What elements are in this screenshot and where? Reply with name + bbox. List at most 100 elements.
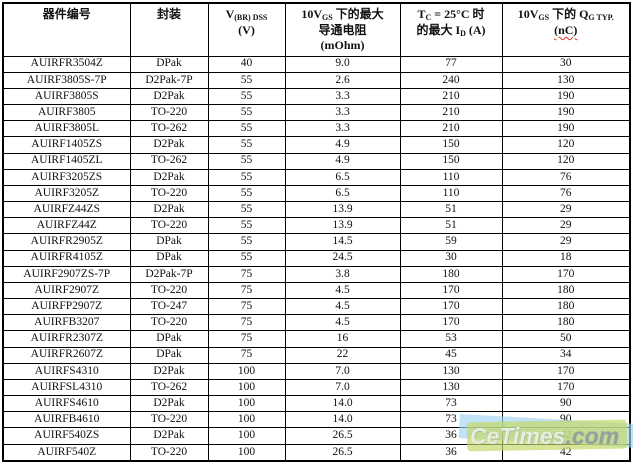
cell: 13.9 (284, 217, 401, 235)
cell: TO-220 (129, 184, 209, 203)
table-row: AUIRFR2307Z DPak 75 16 53 50 (2, 330, 631, 348)
cell: 55 (207, 184, 286, 203)
cell: 4.9 (284, 152, 401, 170)
cell: 55 (207, 71, 286, 89)
cell: D2Pak (129, 87, 209, 106)
cell: 120 (501, 136, 631, 154)
col-header-part-number: 器件编号 (2, 2, 131, 57)
cell: 55 (207, 233, 286, 251)
table-row: AUIRF3805L TO-262 55 3.3 210 190 (2, 120, 631, 138)
cell: AUIRF2907Z (2, 281, 131, 300)
cell: 75 (207, 265, 286, 283)
cell: AUIRF3805S (2, 87, 131, 106)
cell: 53 (399, 330, 503, 348)
cell: AUIRF3205ZS (2, 168, 131, 186)
cell: 170 (399, 281, 503, 300)
header-label-line2: 的最大 ID (A) (416, 23, 486, 38)
cell: 130 (501, 71, 631, 89)
cell: 180 (501, 298, 631, 316)
table-row: AUIRF3805 TO-220 55 3.3 210 190 (2, 104, 631, 122)
cell: 14.0 (284, 411, 401, 429)
header-label: TC = 25°C 时 (417, 7, 485, 22)
cell: 55 (207, 168, 286, 186)
table-row: AUIRFR2607Z DPak 75 22 45 34 (2, 346, 631, 364)
cell: 29 (501, 233, 631, 251)
table-row: AUIRFZ44Z TO-220 55 13.9 51 29 (2, 217, 631, 235)
cell: DPak (129, 233, 209, 251)
cell: AUIRF3805S-7P (2, 71, 131, 89)
cell: 90 (501, 395, 631, 413)
cell: 29 (501, 201, 631, 219)
cell: D2Pak-7P (129, 71, 209, 89)
cell: 55 (207, 217, 286, 235)
cell: TO-220 (129, 281, 209, 300)
cell: 150 (399, 152, 503, 170)
cell: 73 (399, 411, 503, 429)
cell: 73 (399, 395, 503, 413)
header-label-line2: 导通电阻 (318, 23, 367, 37)
header-label: 封装 (156, 7, 181, 21)
cell: 3.3 (284, 87, 401, 106)
cell: 13.9 (284, 201, 401, 219)
cell: 2.6 (284, 71, 401, 89)
cell: 26.5 (284, 443, 401, 462)
cell: AUIRF3805L (2, 120, 131, 138)
cell: AUIRF540Z (2, 443, 131, 462)
table-row: AUIRF2907ZS-7P D2Pak-7P 75 3.8 180 170 (2, 265, 631, 283)
cell: 75 (207, 281, 286, 300)
cell: 59 (399, 233, 503, 251)
cell: 180 (399, 265, 503, 283)
cell: AUIRFR4105Z (2, 249, 131, 267)
table-row: AUIRFB3207 TO-220 75 4.5 170 180 (2, 314, 631, 332)
cell: 120 (501, 152, 631, 170)
header-label: 器件编号 (42, 7, 91, 21)
cell: TO-262 (129, 378, 209, 397)
cell: 110 (399, 184, 503, 203)
cell: 130 (399, 362, 503, 380)
cell: AUIRFZ44Z (2, 217, 131, 235)
cell: 4.5 (284, 314, 401, 332)
cell: D2Pak (129, 362, 209, 380)
cell: 55 (207, 136, 286, 154)
table-header: 器件编号 封装 V(BR) DSS (V) 10VGS 下的最大 导通电阻 (m… (2, 2, 631, 57)
col-header-qg-typ: 10VGS 下的 QG TYP. (nC) (501, 2, 631, 57)
col-header-id-max: TC = 25°C 时 的最大 ID (A) (399, 2, 503, 57)
cell: 55 (207, 152, 286, 170)
cell: 29 (501, 217, 631, 235)
col-header-rdson: 10VGS 下的最大 导通电阻 (mOhm) (284, 2, 401, 57)
cell: DPak (129, 55, 209, 73)
header-unit: (V) (238, 23, 255, 37)
cell: 30 (399, 249, 503, 267)
cell: 42 (501, 443, 631, 462)
cell: 170 (399, 298, 503, 316)
cell: 170 (399, 314, 503, 332)
cell: TO-220 (129, 217, 209, 235)
cell: D2Pak (129, 427, 209, 445)
cell: 240 (399, 71, 503, 89)
cell: 42 (501, 427, 631, 445)
cell: 210 (399, 120, 503, 138)
cell: D2Pak-7P (129, 265, 209, 283)
cell: D2Pak (129, 136, 209, 154)
header-label: 10VGS 下的 QG TYP. (517, 7, 614, 22)
cell: 30 (501, 55, 631, 73)
cell: 55 (207, 104, 286, 122)
cell: 90 (501, 411, 631, 429)
cell: 55 (207, 87, 286, 106)
cell: AUIRFS4310 (2, 362, 131, 380)
cell: AUIRFR2307Z (2, 330, 131, 348)
cell: DPak (129, 249, 209, 267)
cell: 36 (399, 443, 503, 462)
header-unit: (mOhm) (320, 38, 365, 52)
cell: 75 (207, 346, 286, 364)
cell: 3.8 (284, 265, 401, 283)
cell: AUIRF1405ZL (2, 152, 131, 170)
cell: AUIRFSL4310 (2, 378, 131, 397)
cell: 180 (501, 314, 631, 332)
cell: TO-220 (129, 443, 209, 462)
cell: 210 (399, 104, 503, 122)
cell: 6.5 (284, 168, 401, 186)
cell: AUIRF3805 (2, 104, 131, 122)
table-row: AUIRFR4105Z DPak 55 24.5 30 18 (2, 249, 631, 267)
